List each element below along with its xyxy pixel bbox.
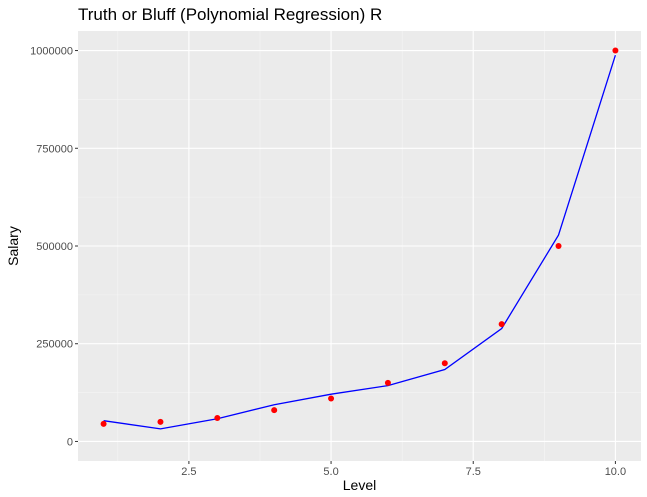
x-tick-label: 7.5 xyxy=(466,466,481,478)
data-point xyxy=(157,418,164,425)
y-tick-label: 500000 xyxy=(36,241,73,253)
x-axis-title: Level xyxy=(343,477,376,493)
fit-line xyxy=(103,55,617,430)
fit-line-layer xyxy=(103,55,617,430)
x-tick-label: 10.0 xyxy=(605,466,626,478)
x-tick-label: 2.5 xyxy=(181,466,196,478)
axes: 2.5 5.0 7.5 10.0 0 250000 500000 750000 1000000 xyxy=(30,46,626,478)
chart-title: Truth or Bluff (Polynomial Regression) R xyxy=(78,5,382,24)
x-tick-label: 5.0 xyxy=(323,466,338,478)
data-point xyxy=(100,420,107,427)
data-point xyxy=(384,379,391,386)
data-points-layer xyxy=(100,47,619,427)
y-tick-label: 250000 xyxy=(36,339,73,351)
data-point xyxy=(271,407,278,414)
data-point xyxy=(498,321,505,328)
y-tick-label: 0 xyxy=(67,436,73,448)
data-point xyxy=(328,395,335,402)
y-axis-title: Salary xyxy=(5,226,21,266)
y-tick-label: 750000 xyxy=(36,143,73,155)
data-point xyxy=(612,47,619,54)
data-point xyxy=(555,243,562,249)
grid xyxy=(78,31,641,461)
data-point xyxy=(214,415,221,421)
data-point xyxy=(441,360,448,367)
y-tick-label: 1000000 xyxy=(30,46,73,58)
